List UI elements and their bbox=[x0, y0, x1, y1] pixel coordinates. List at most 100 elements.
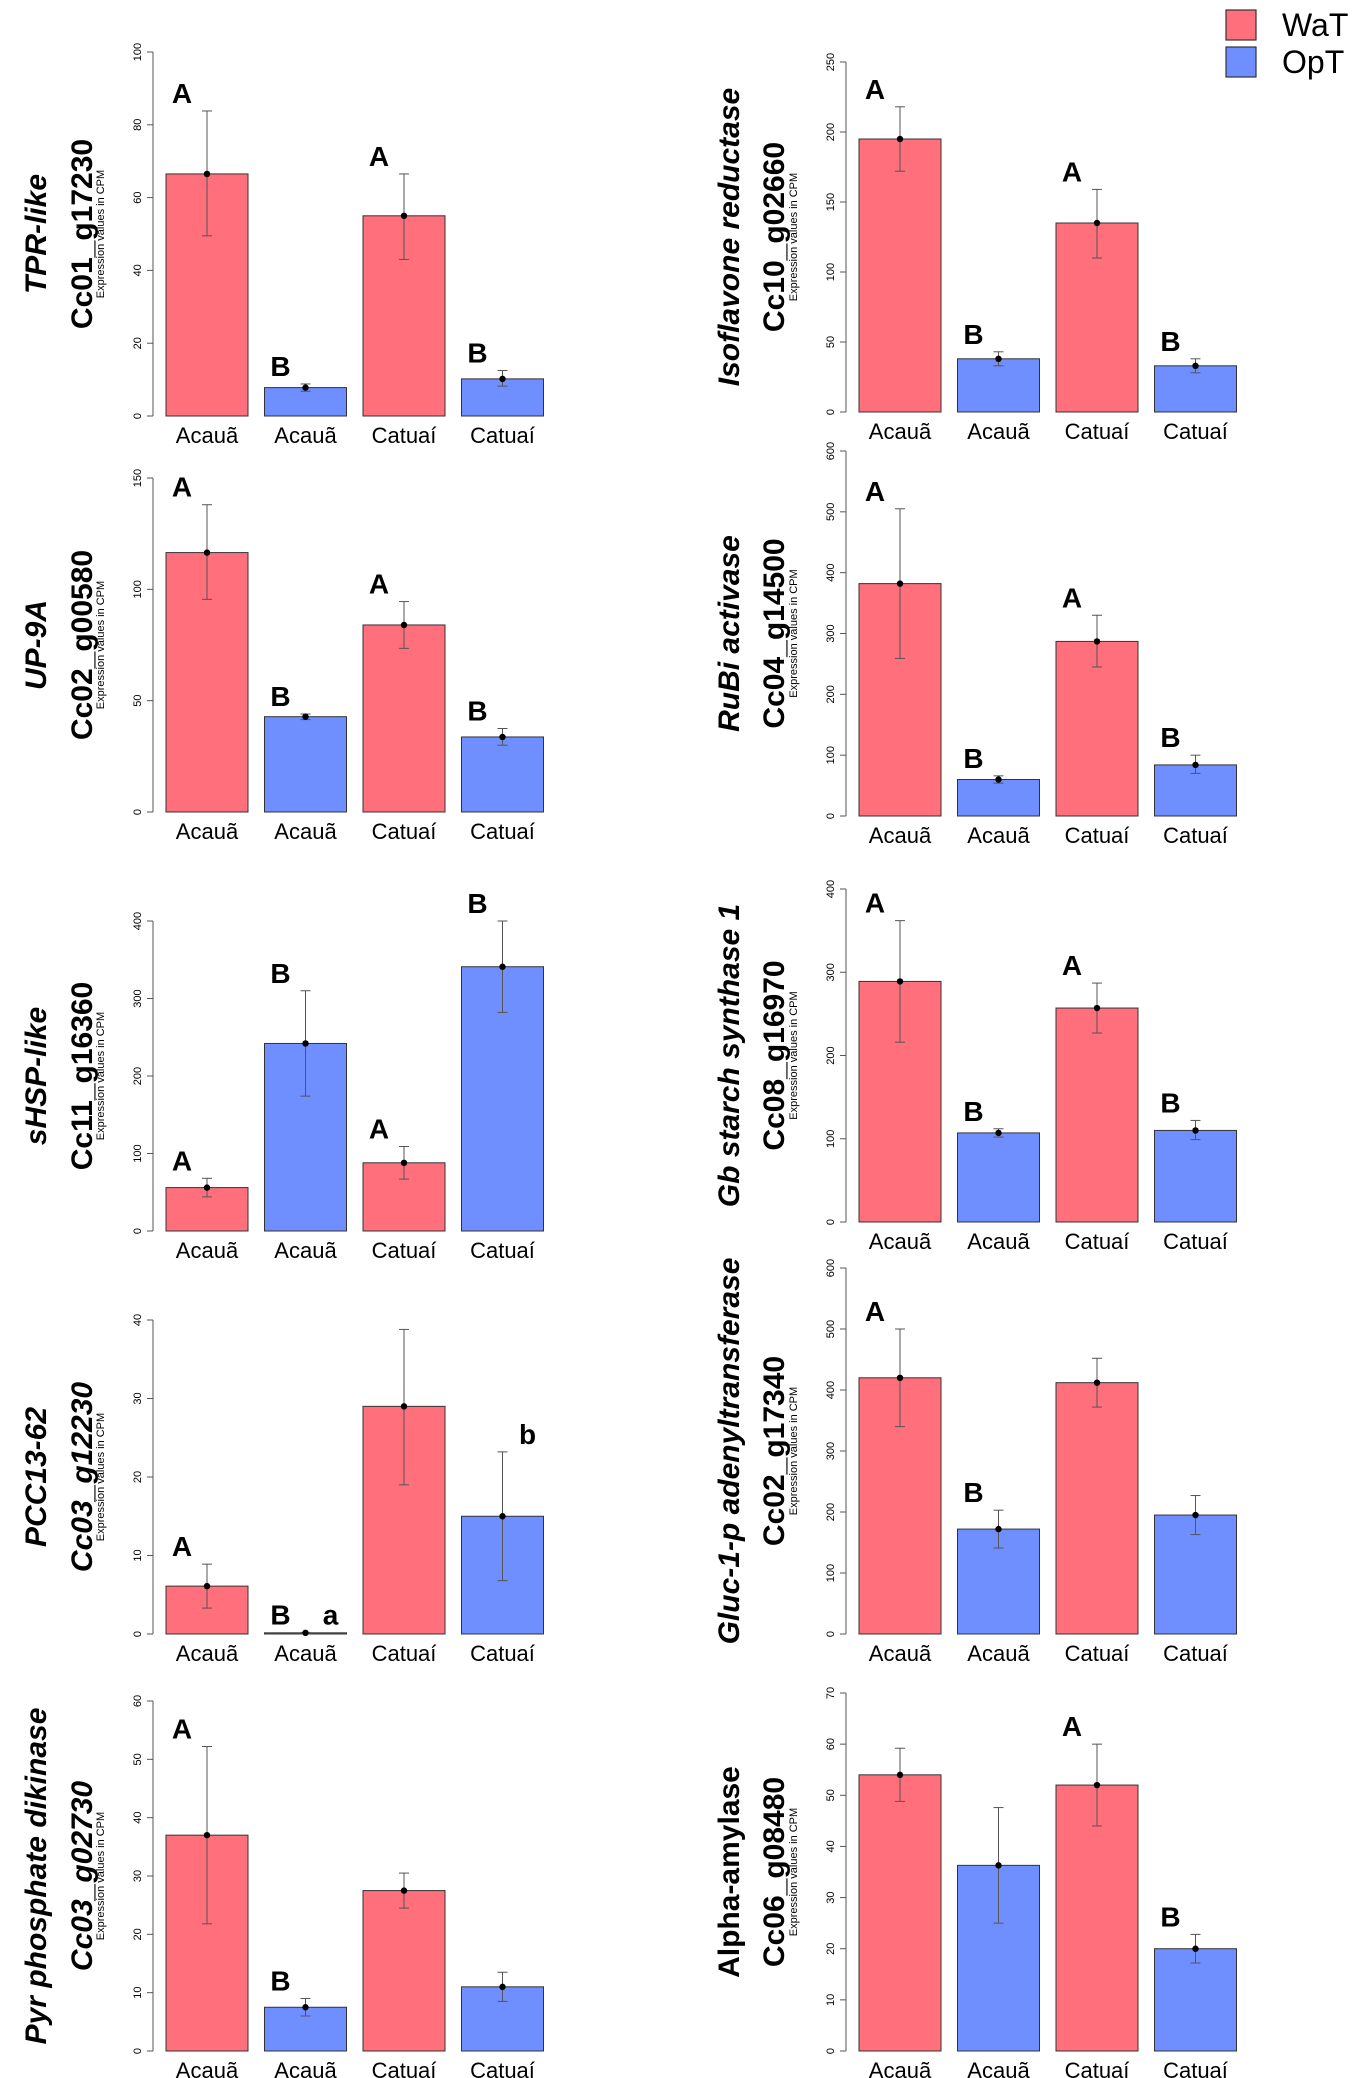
mean-point bbox=[1093, 1379, 1101, 1386]
category-label: Catuaí bbox=[470, 819, 535, 844]
mean-point bbox=[203, 1831, 211, 1839]
y-tick-label: 40 bbox=[825, 1840, 837, 1852]
significance-letter: b bbox=[519, 1419, 536, 1450]
bar bbox=[957, 779, 1040, 817]
significance-letter: A bbox=[1062, 1711, 1082, 1742]
significance-letter: A bbox=[172, 1531, 192, 1562]
chart-panel: Gluc-1-p adenyltransferase Cc02_g17340Exp… bbox=[713, 1258, 1237, 1666]
significance-letter: B bbox=[467, 696, 487, 727]
y-tick-label: 20 bbox=[825, 1943, 837, 1955]
y-tick-label: 400 bbox=[825, 1381, 837, 1399]
y-tick-label: 0 bbox=[132, 1228, 144, 1234]
bar bbox=[1154, 1129, 1237, 1223]
gene-name-line: PCC13-62 bbox=[20, 1407, 53, 1547]
category-label: Catuaí bbox=[1163, 1229, 1228, 1254]
category-label: Acauã bbox=[274, 2058, 337, 2078]
y-tick-label: 50 bbox=[132, 1753, 144, 1765]
bar bbox=[461, 378, 544, 417]
significance-letter: A bbox=[1062, 582, 1082, 613]
bar bbox=[1154, 1948, 1237, 2052]
mean-point bbox=[203, 549, 211, 556]
mean-point bbox=[995, 1525, 1002, 1533]
y-tick-label: 300 bbox=[825, 1442, 837, 1460]
y-axis-label: Expression values in CPM bbox=[95, 1413, 107, 1541]
category-label: Catuaí bbox=[470, 423, 535, 448]
chart-panel: Pyr phosphate dikinase Cc03_g02730Express… bbox=[20, 1695, 544, 2078]
y-tick-label: 60 bbox=[132, 191, 144, 203]
mean-point bbox=[203, 1184, 211, 1191]
y-tick-label: 500 bbox=[825, 503, 837, 521]
category-label: Catuaí bbox=[470, 1238, 535, 1263]
category-label: Acauã bbox=[274, 423, 337, 448]
category-label: Catuaí bbox=[1163, 823, 1228, 848]
bar bbox=[362, 1890, 446, 2052]
y-axis-label: Expression values in CPM bbox=[95, 1012, 107, 1140]
y-tick-label: 400 bbox=[132, 912, 144, 930]
gene-name-line: Cc03_g12230 bbox=[66, 1382, 99, 1572]
y-tick-label: 0 bbox=[825, 409, 837, 415]
y-axis-label: Expression values in CPM bbox=[788, 1387, 800, 1515]
y-tick-label: 600 bbox=[825, 1259, 837, 1277]
category-label: Acauã bbox=[176, 423, 239, 448]
y-tick-label: 100 bbox=[132, 580, 144, 598]
bar bbox=[1055, 640, 1139, 817]
y-tick-label: 20 bbox=[132, 1928, 144, 1940]
significance-letter: B bbox=[963, 1096, 983, 1127]
y-axis-label: Expression values in CPM bbox=[788, 1808, 800, 1936]
y-tick-label: 200 bbox=[825, 685, 837, 703]
y-tick-label: 100 bbox=[825, 746, 837, 764]
significance-letter: A bbox=[865, 1296, 885, 1327]
significance-letter: B bbox=[1160, 1087, 1180, 1118]
category-label: Catuaí bbox=[372, 1238, 437, 1263]
category-label: Acauã bbox=[869, 823, 932, 848]
significance-letter: B bbox=[1160, 722, 1180, 753]
significance-letter: B bbox=[1160, 1901, 1180, 1932]
y-tick-label: 100 bbox=[825, 263, 837, 281]
y-tick-label: 0 bbox=[132, 2048, 144, 2054]
category-label: Acauã bbox=[967, 1229, 1030, 1254]
mean-point bbox=[995, 355, 1002, 362]
bar bbox=[264, 387, 347, 417]
bar bbox=[461, 736, 544, 813]
category-label: Acauã bbox=[967, 2058, 1030, 2078]
category-label: Catuaí bbox=[1163, 2058, 1228, 2078]
bar bbox=[858, 1774, 942, 2052]
significance-letter: a bbox=[323, 1599, 339, 1630]
mean-point bbox=[499, 733, 506, 741]
y-tick-label: 10 bbox=[825, 1994, 837, 2006]
category-label: Acauã bbox=[869, 2058, 932, 2078]
y-tick-label: 100 bbox=[825, 1564, 837, 1582]
category-label: Acauã bbox=[176, 2058, 239, 2078]
mean-point bbox=[400, 212, 408, 219]
y-tick-label: 600 bbox=[825, 442, 837, 460]
gene-name-line: RuBi activase bbox=[713, 535, 746, 732]
mean-point bbox=[499, 1983, 506, 1991]
y-tick-label: 20 bbox=[132, 1471, 144, 1483]
significance-letter: A bbox=[865, 888, 885, 919]
significance-letter: B bbox=[467, 338, 487, 369]
legend-label-wat: WaT bbox=[1282, 7, 1348, 43]
y-tick-label: 40 bbox=[132, 264, 144, 276]
bar bbox=[957, 358, 1040, 413]
significance-letter: A bbox=[172, 472, 192, 503]
gene-name-line: Pyr phosphate dikinase bbox=[20, 1708, 53, 2045]
y-axis-label: Expression values in CPM bbox=[95, 170, 107, 298]
category-label: Catuaí bbox=[1065, 1229, 1130, 1254]
gene-name-line: UP-9A bbox=[20, 600, 53, 690]
category-label: Acauã bbox=[274, 1641, 337, 1666]
significance-letter: A bbox=[172, 1714, 192, 1745]
mean-point bbox=[302, 1629, 309, 1637]
significance-letter: A bbox=[865, 74, 885, 105]
gene-name-line: Cc02_g17340 bbox=[758, 1356, 791, 1546]
category-label: Acauã bbox=[869, 419, 932, 444]
mean-point bbox=[400, 621, 408, 629]
y-tick-label: 500 bbox=[825, 1320, 837, 1338]
mean-point bbox=[1093, 1004, 1101, 1012]
bar bbox=[858, 138, 942, 413]
significance-letter: A bbox=[1062, 156, 1082, 187]
y-tick-label: 100 bbox=[825, 1130, 837, 1148]
category-label: Acauã bbox=[274, 1238, 337, 1263]
